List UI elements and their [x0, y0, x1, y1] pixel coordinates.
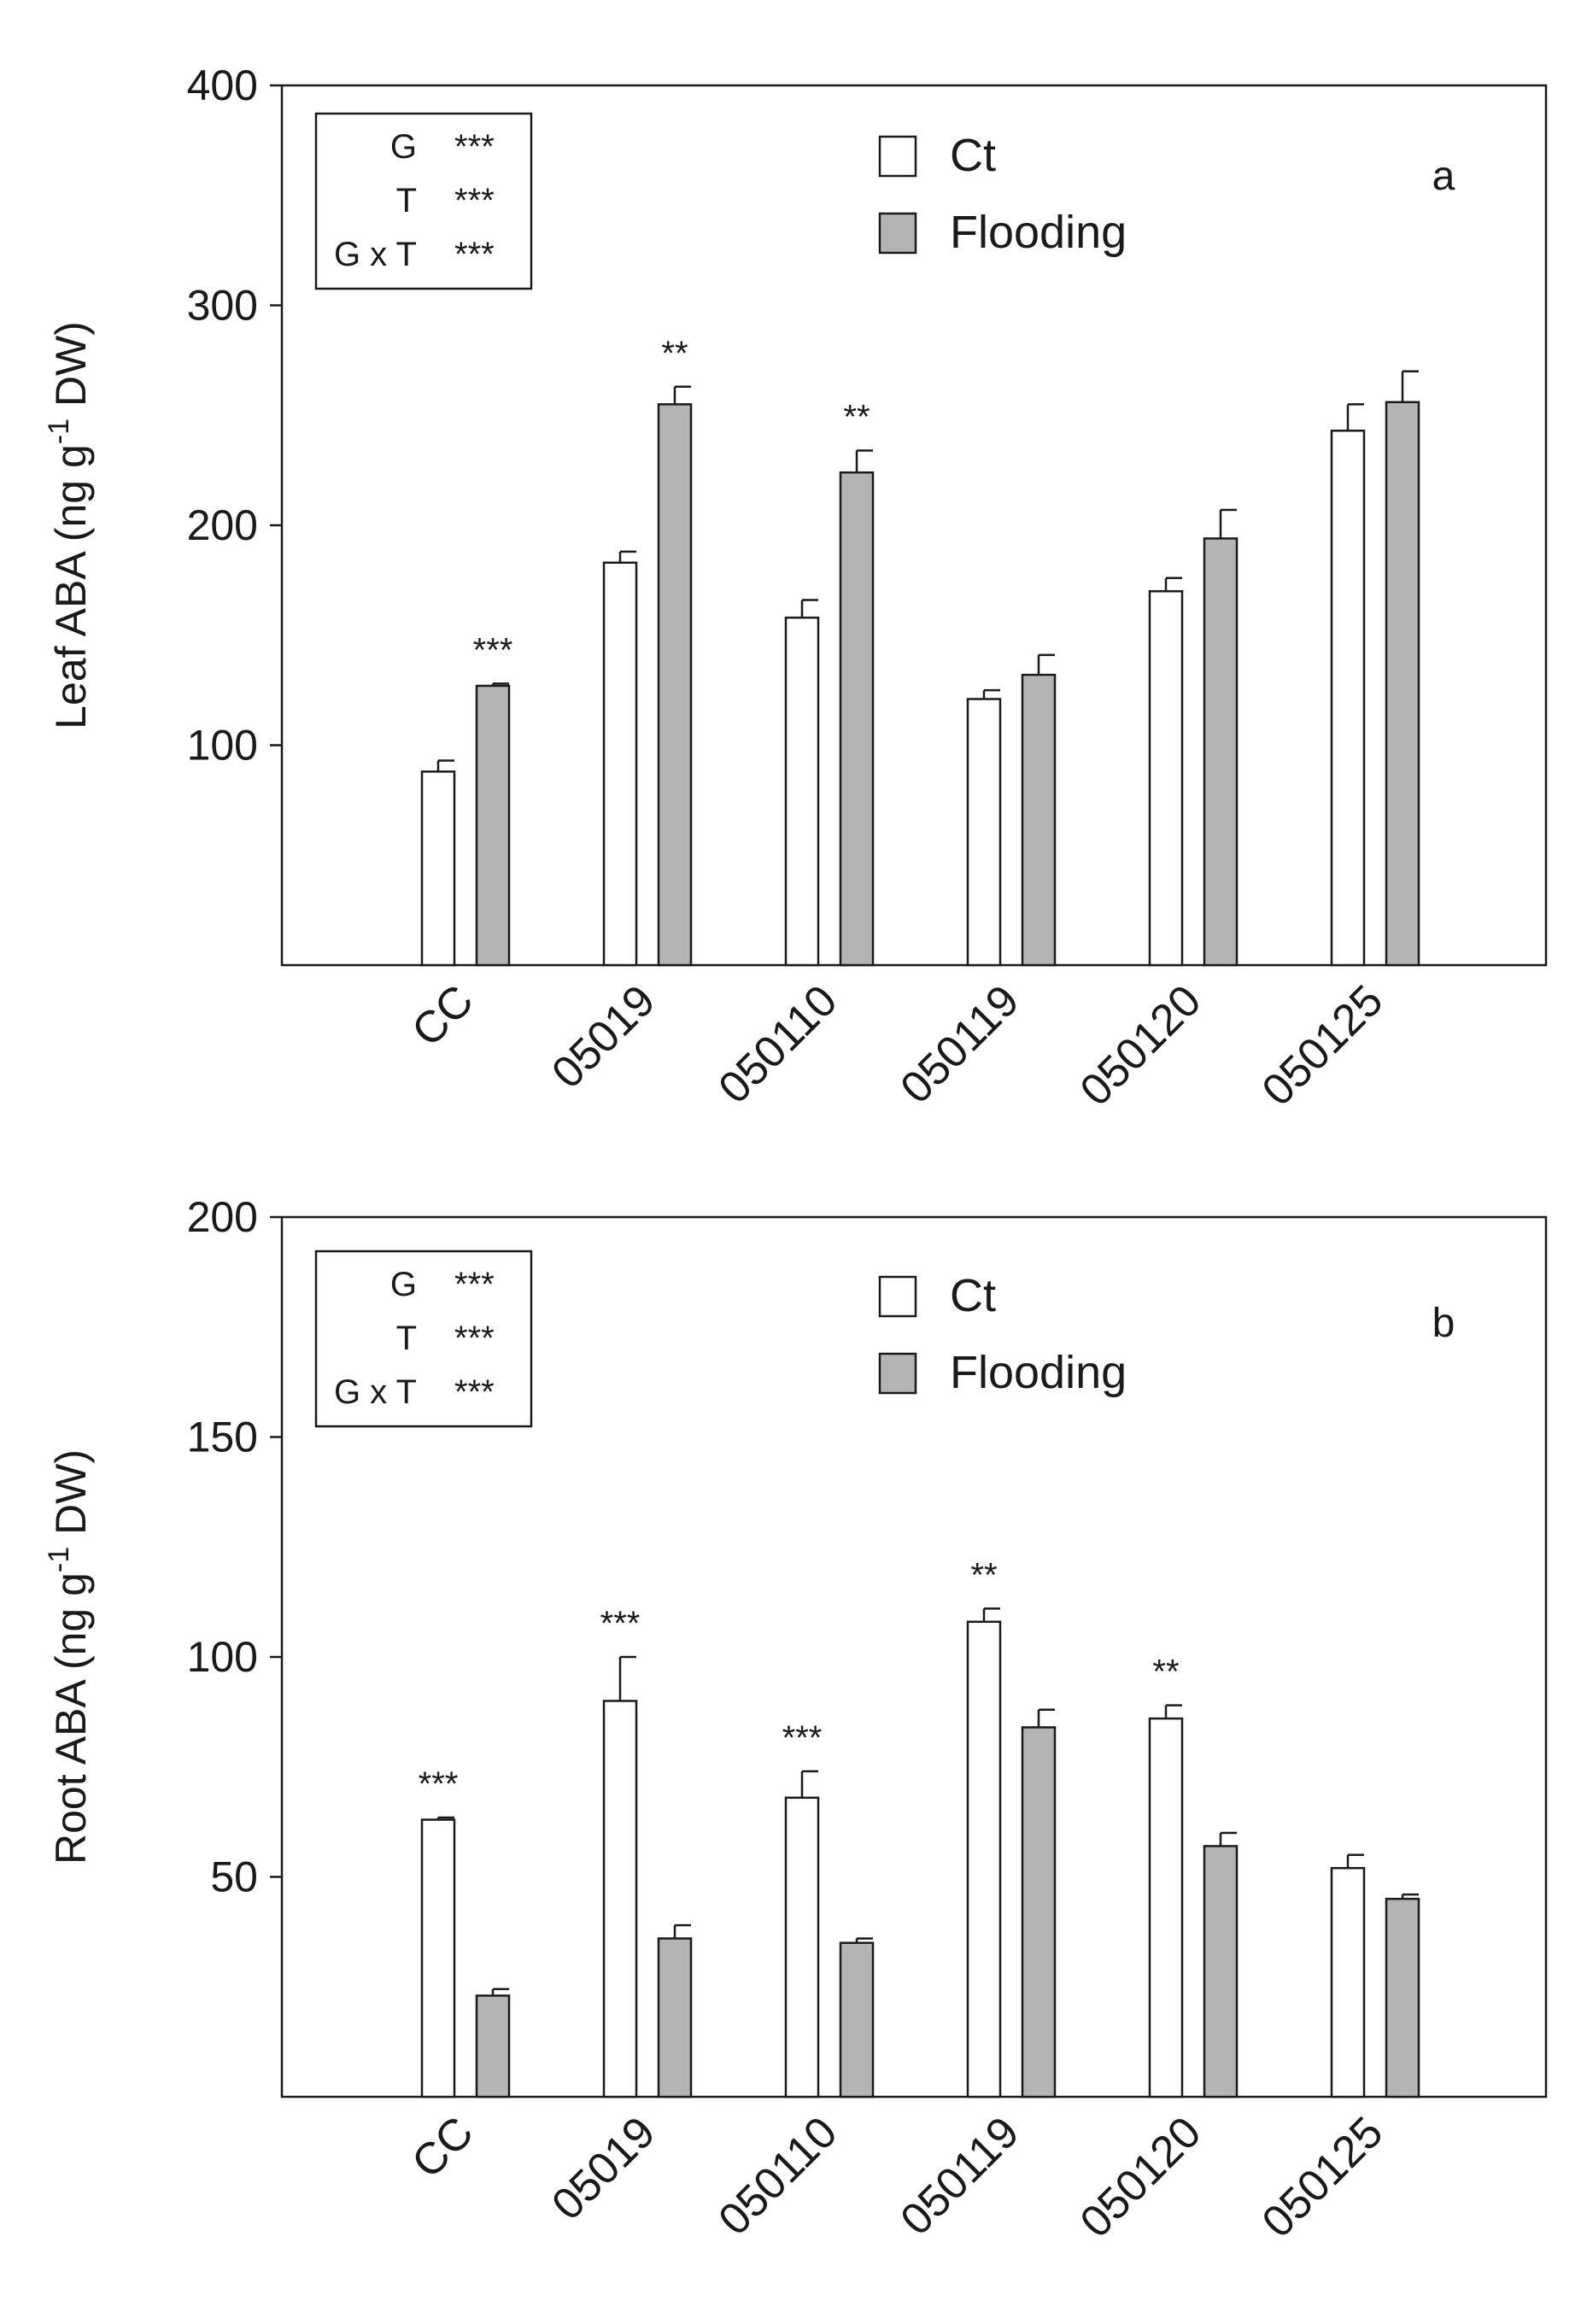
legend-swatch-flooding [878, 212, 917, 255]
y-axis-label-superscript: -1 [43, 419, 75, 444]
y-tick-label: 200 [187, 1193, 258, 1241]
category-label: 05019 [542, 975, 665, 1098]
y-axis-label-main: Root ABA (ng g [47, 1572, 95, 1864]
legend-label: Flooding [950, 1347, 1127, 1398]
y-axis-label-unit: DW) [47, 321, 95, 419]
bar-ct [966, 1620, 1002, 2099]
stats-term: T [396, 182, 417, 220]
bar-flooding [1385, 1898, 1420, 2099]
significance-mark: *** [782, 1719, 823, 1757]
y-axis-label-main: Leaf ABA (ng g [47, 444, 95, 729]
bar-ct [602, 1700, 638, 2099]
stats-significance: *** [454, 128, 495, 166]
stats-term: G [390, 1266, 417, 1303]
bar-flooding [1385, 401, 1420, 967]
panel-letter: b [1432, 1301, 1455, 1346]
significance-mark: ** [843, 398, 870, 436]
category-label: 050120 [1071, 975, 1211, 1115]
stats-significance: *** [454, 236, 495, 273]
bar-flooding [657, 1937, 693, 2099]
y-tick-label: 100 [187, 1633, 258, 1681]
significance-mark: ** [970, 1556, 997, 1594]
y-tick-label: 50 [210, 1853, 258, 1901]
bar-flooding [1203, 1845, 1239, 2099]
stats-term: T [396, 1320, 417, 1357]
category-label: 050125 [1253, 2107, 1393, 2247]
bar-flooding [475, 684, 511, 967]
bar-flooding [1021, 1726, 1057, 2099]
bar-flooding [1203, 537, 1239, 967]
bar-ct [420, 1818, 456, 2099]
bar-flooding [1021, 673, 1057, 967]
chart-panel-b: 50 100 150 200 Root ABA (ng g-1 DW) CC 05019 05… [43, 1193, 1548, 2247]
y-tick-label: 400 [187, 61, 258, 109]
bar-ct [1148, 1717, 1184, 2099]
category-label: 050110 [709, 975, 846, 1113]
significance-mark: *** [419, 1765, 459, 1803]
bar-flooding [839, 471, 875, 967]
stats-significance: *** [454, 182, 495, 220]
panel-letter: a [1432, 154, 1455, 199]
category-label: CC [402, 2107, 483, 2187]
y-tick-label: 150 [187, 1414, 258, 1461]
legend-label: Ct [950, 130, 996, 181]
stats-term: G [390, 128, 417, 166]
stats-significance: *** [454, 1266, 495, 1303]
bar-ct [784, 616, 820, 967]
chart-panel-a: 100 200 300 400 Leaf ABA (ng g-1 DW) CC 05019 0… [43, 61, 1548, 1115]
category-label: 050119 [891, 2107, 1028, 2245]
bar-ct [784, 1796, 820, 2099]
y-axis-label-unit: DW) [47, 1449, 95, 1547]
y-axis-label: Leaf ABA (ng g-1 DW) [43, 321, 95, 729]
category-label: 050125 [1253, 975, 1393, 1115]
stats-term: G x T [334, 1373, 417, 1411]
stats-box [314, 112, 533, 290]
significance-mark: *** [600, 1605, 641, 1642]
significance-mark: ** [1152, 1654, 1179, 1691]
y-tick-label: 200 [187, 501, 258, 549]
bar-flooding [839, 1941, 875, 2099]
legend-label: Flooding [950, 207, 1127, 258]
bar-flooding [475, 1994, 511, 2099]
legend-swatch-ct [878, 135, 917, 178]
stats-box [314, 1250, 533, 1428]
stats-significance: *** [454, 1320, 495, 1357]
y-axis-label-superscript: -1 [43, 1547, 75, 1572]
bar-ct [1330, 430, 1366, 967]
bar-ct [420, 770, 456, 967]
category-label: 050119 [891, 975, 1028, 1113]
y-tick-label: 300 [187, 282, 258, 330]
significance-mark: *** [473, 631, 513, 669]
y-axis-label: Root ABA (ng g-1 DW) [43, 1449, 95, 1864]
category-label: 050110 [709, 2107, 846, 2245]
stats-significance: *** [454, 1373, 495, 1411]
category-label: CC [402, 975, 483, 1056]
category-label: 05019 [542, 2107, 665, 2229]
legend-label: Ct [950, 1270, 996, 1321]
bar-flooding [657, 403, 693, 967]
stats-term: G x T [334, 236, 417, 273]
bar-ct [966, 698, 1002, 967]
bar-ct [1148, 590, 1184, 967]
legend-swatch-flooding [878, 1352, 917, 1395]
legend-swatch-ct [878, 1275, 917, 1318]
category-label: 050120 [1071, 2107, 1211, 2247]
y-tick-label: 100 [187, 722, 258, 770]
bar-ct [602, 561, 638, 967]
bar-ct [1330, 1866, 1366, 2099]
significance-mark: ** [661, 335, 688, 372]
